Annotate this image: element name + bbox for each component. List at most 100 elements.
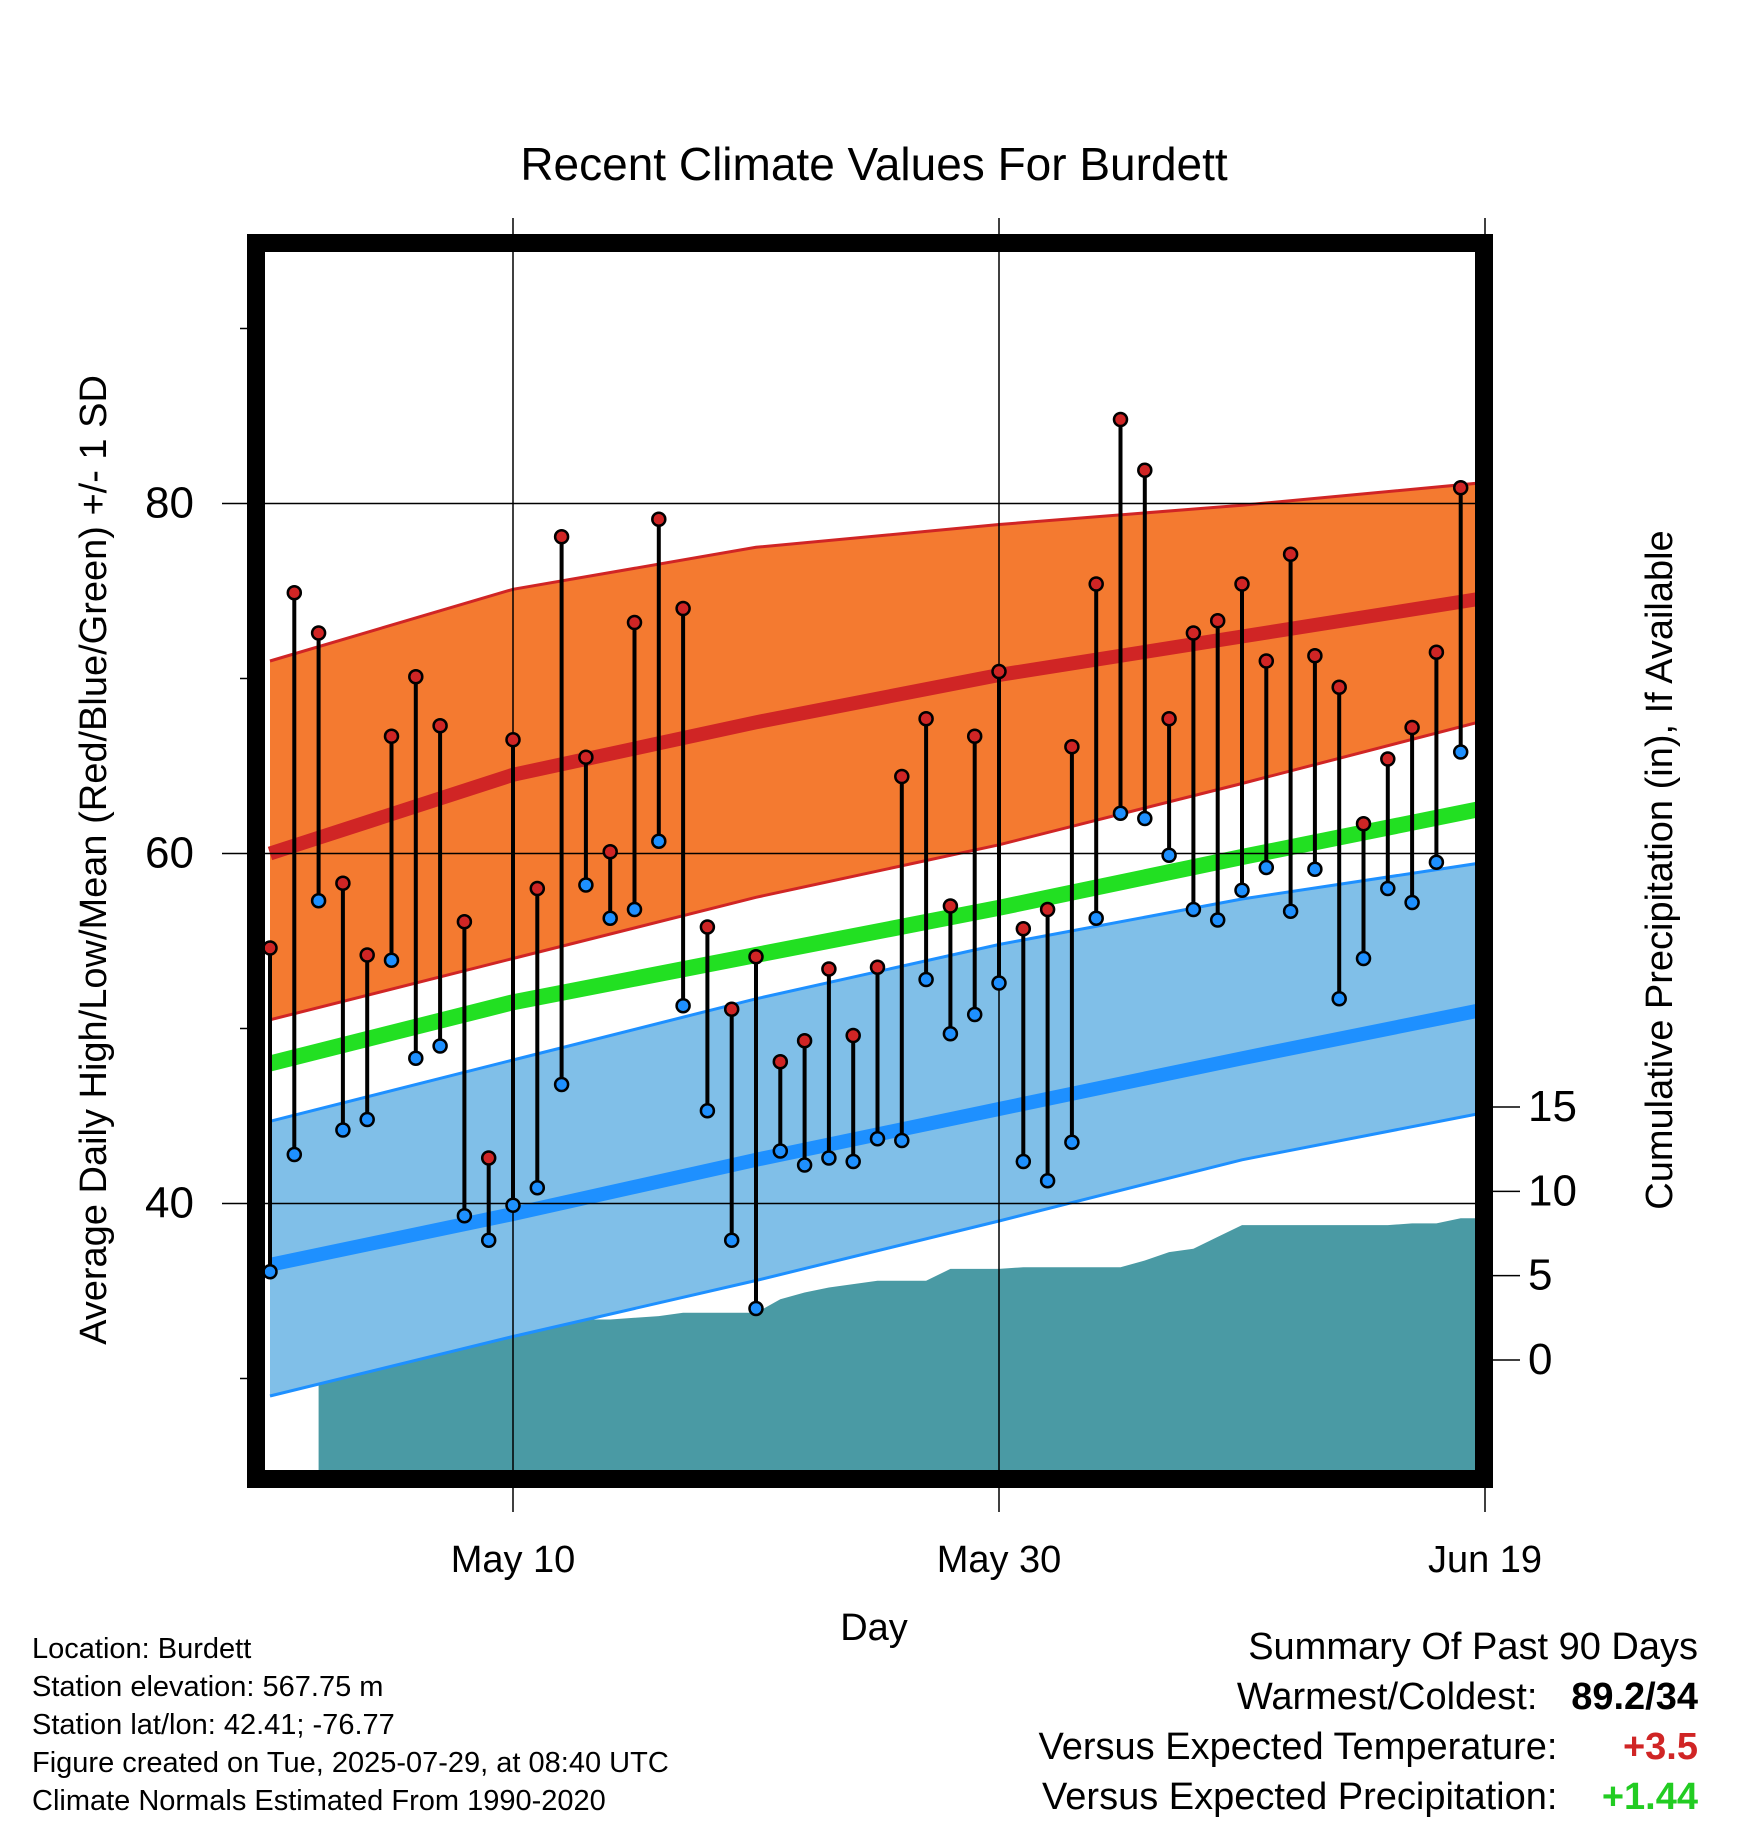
daily-low-point: [480, 1232, 497, 1248]
plot-frame: [247, 234, 1493, 1488]
summary-temp-row: Versus Expected Temperature: +3.5: [1039, 1722, 1698, 1772]
daily-low-point: [1185, 901, 1202, 918]
daily-low-point: [651, 833, 667, 849]
y-tick-label-left: 80: [145, 479, 194, 528]
daily-low-point: [1331, 991, 1347, 1007]
y-tick-label-left: 60: [145, 829, 194, 878]
daily-high-point: [1161, 711, 1177, 727]
daily-low-point: [383, 952, 400, 968]
daily-high-point: [335, 875, 351, 891]
x-tick-label: May 30: [937, 1539, 1062, 1581]
y-tick-label-right: 10: [1528, 1166, 1577, 1215]
warmest-label: Warmest/Coldest:: [1236, 1676, 1538, 1718]
temp-value: +3.5: [1622, 1726, 1698, 1768]
daily-low-point: [1452, 744, 1469, 760]
daily-high-point: [723, 1001, 740, 1017]
x-axis-label: Day: [840, 1607, 908, 1649]
daily-high-point: [845, 1027, 861, 1044]
daily-low-point: [1112, 805, 1129, 821]
daily-low-point: [723, 1232, 740, 1248]
temp-label: Versus Expected Temperature:: [1038, 1726, 1558, 1768]
daily-low-point: [1503, 914, 1516, 927]
daily-high-point: [602, 844, 618, 860]
daily-high-point: [869, 959, 886, 975]
low-plus-sd-line: [269, 862, 1475, 1123]
daily-low-point: [845, 1153, 861, 1170]
daily-high-point: [894, 768, 910, 785]
daily-low-point: [1161, 847, 1177, 863]
daily-low-point: [1258, 859, 1275, 876]
daily-low-point: [821, 1150, 837, 1166]
daily-low-point: [1624, 707, 1637, 720]
daily-high-point: [1331, 679, 1347, 695]
daily-high-point: [1428, 644, 1445, 660]
daily-high-point: [265, 940, 278, 956]
daily-low-point: [1380, 880, 1396, 897]
y-tick-label-right: 5: [1528, 1251, 1552, 1300]
daily-low-point: [1404, 894, 1420, 911]
mean-normal-line: [268, 801, 1475, 1072]
daily-high-point: [1380, 751, 1396, 767]
daily-low-point: [1697, 828, 1710, 841]
daily-low-point: [456, 1208, 473, 1224]
station-info: Location: Burdett Station elevation: 567…: [32, 1630, 669, 1820]
daily-high-point: [772, 1054, 789, 1070]
daily-high-point: [529, 880, 546, 897]
daily-high-point: [1137, 462, 1153, 478]
daily-high-point: [675, 600, 691, 617]
y-tick-label-left: 40: [145, 1179, 194, 1228]
daily-high-point: [918, 711, 934, 727]
daily-high-point: [1209, 613, 1226, 629]
daily-high-point: [1234, 576, 1250, 592]
daily-high-point: [942, 898, 959, 914]
daily-high-point: [1404, 719, 1420, 736]
daily-low-point: [1307, 861, 1323, 877]
daily-high-point: [991, 663, 1007, 680]
precip-area: [318, 1128, 1475, 1470]
daily-low-point: [748, 1300, 764, 1317]
chart-title: Recent Climate Values For Burdett: [520, 138, 1228, 190]
daily-low-point: [1234, 882, 1250, 898]
summary-panel: Summary Of Past 90 Days Warmest/Coldest:…: [1039, 1622, 1698, 1822]
daily-low-point: [1039, 1173, 1056, 1189]
daily-high-point: [1307, 648, 1323, 664]
daily-low-point: [359, 1111, 375, 1128]
daily-high-point: [383, 728, 400, 744]
warmest-value: 89.2/34: [1571, 1676, 1698, 1718]
mean-high-line: [267, 592, 1475, 861]
daily-high-point: [1185, 625, 1202, 641]
daily-low-point: [335, 1122, 351, 1138]
daily-high-point: [796, 1033, 813, 1049]
daily-high-point: [821, 961, 837, 977]
summary-warmest-row: Warmest/Coldest: 89.2/34: [1039, 1672, 1698, 1722]
daily-low-point: [1600, 564, 1613, 577]
daily-low-point: [1722, 889, 1735, 902]
daily-high-point: [310, 625, 327, 641]
daily-high-point: [1527, 481, 1540, 494]
daily-high-point: [748, 949, 764, 965]
daily-low-point: [675, 998, 691, 1014]
daily-low-point: [869, 1131, 886, 1147]
daily-high-point: [1722, 565, 1735, 578]
daily-low-point: [772, 1143, 789, 1159]
daily-low-point: [602, 910, 618, 926]
daily-high-point: [699, 919, 716, 935]
info-latlon: Station lat/lon: 42.41; -76.77: [32, 1709, 395, 1741]
daily-high-point: [359, 947, 375, 963]
info-location: Location: Burdett: [32, 1633, 252, 1665]
daily-low-point: [286, 1146, 303, 1163]
daily-high-point: [480, 1150, 497, 1166]
daily-low-point: [1428, 854, 1445, 870]
daily-low-point: [265, 1264, 278, 1280]
daily-low-point: [1282, 903, 1299, 919]
daily-high-point: [966, 728, 983, 744]
daily-high-point: [408, 669, 424, 685]
high-plus-sd-line: [269, 481, 1475, 663]
daily-high-point: [1282, 546, 1299, 562]
summary-precip-row: Versus Expected Precipitation: +1.44: [1039, 1772, 1698, 1822]
daily-low-point: [699, 1103, 716, 1119]
info-normals: Climate Normals Estimated From 1990-2020: [32, 1785, 606, 1817]
daily-low-point: [578, 877, 594, 893]
daily-high-point: [456, 914, 473, 930]
